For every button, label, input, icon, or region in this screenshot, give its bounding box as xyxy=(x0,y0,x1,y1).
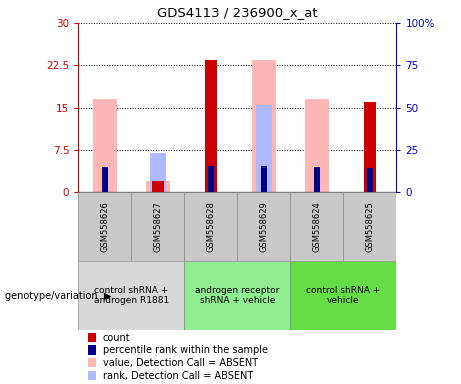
Text: control shRNA +
androgen R1881: control shRNA + androgen R1881 xyxy=(94,286,169,305)
Text: GSM558626: GSM558626 xyxy=(100,201,109,252)
Text: genotype/variation  ▶: genotype/variation ▶ xyxy=(5,291,111,301)
Bar xyxy=(102,167,107,192)
Text: GSM558624: GSM558624 xyxy=(313,201,321,252)
Text: GSM558629: GSM558629 xyxy=(260,201,268,252)
Text: GSM558625: GSM558625 xyxy=(366,201,374,252)
Bar xyxy=(261,166,266,192)
Bar xyxy=(184,261,290,330)
Bar xyxy=(255,105,272,192)
Bar xyxy=(290,261,396,330)
Text: count: count xyxy=(103,333,130,343)
Bar xyxy=(146,181,170,192)
Bar xyxy=(152,181,164,192)
Bar xyxy=(78,192,131,261)
Bar xyxy=(367,167,372,192)
Bar xyxy=(184,192,237,261)
Text: percentile rank within the sample: percentile rank within the sample xyxy=(103,345,268,355)
Text: GSM558627: GSM558627 xyxy=(154,201,162,252)
Bar xyxy=(237,192,290,261)
Bar xyxy=(364,102,376,192)
Bar xyxy=(93,99,117,192)
Bar xyxy=(131,192,184,261)
Bar xyxy=(305,99,329,192)
Bar xyxy=(252,60,276,192)
Text: control shRNA +
vehicle: control shRNA + vehicle xyxy=(306,286,381,305)
Bar xyxy=(149,152,166,192)
Bar xyxy=(314,167,319,192)
Bar xyxy=(205,60,217,192)
Title: GDS4113 / 236900_x_at: GDS4113 / 236900_x_at xyxy=(157,6,318,19)
Bar xyxy=(208,166,213,192)
Bar xyxy=(343,192,396,261)
Text: GSM558628: GSM558628 xyxy=(207,201,215,252)
Text: rank, Detection Call = ABSENT: rank, Detection Call = ABSENT xyxy=(103,371,253,381)
Text: androgen receptor
shRNA + vehicle: androgen receptor shRNA + vehicle xyxy=(195,286,280,305)
Bar xyxy=(78,261,184,330)
Bar xyxy=(290,192,343,261)
Text: value, Detection Call = ABSENT: value, Detection Call = ABSENT xyxy=(103,358,258,368)
